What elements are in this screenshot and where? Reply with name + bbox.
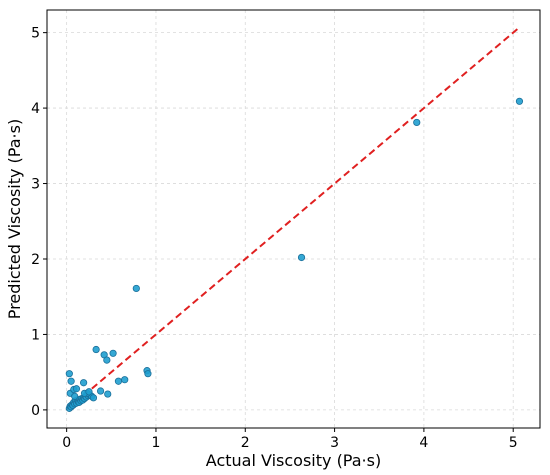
data-point (121, 376, 129, 384)
data-point (132, 284, 140, 293)
y-axis-title: Predicted Viscosity (Pa·s) (5, 119, 24, 319)
data-point (109, 349, 117, 357)
y-tick-label: 2 (31, 252, 40, 268)
data-point (65, 370, 73, 378)
data-point (67, 377, 75, 385)
x-tick-label: 0 (62, 435, 71, 451)
y-tick-label: 0 (31, 403, 40, 419)
x-tick-label: 2 (241, 435, 250, 451)
x-axis-title: Actual Viscosity (Pa·s) (206, 451, 381, 470)
data-points (65, 97, 524, 412)
data-point (89, 394, 98, 402)
data-point (297, 253, 306, 262)
y-tick-label: 1 (31, 327, 40, 343)
x-tick-label: 3 (330, 435, 339, 451)
data-point (144, 370, 152, 378)
plot-frame (46, 9, 541, 429)
y-tick-label: 3 (31, 177, 40, 193)
data-point (80, 379, 88, 387)
data-point (104, 390, 112, 398)
reference-line (66, 26, 521, 411)
data-point (85, 388, 93, 396)
reference-line-layer (66, 26, 521, 411)
x-tick-label: 4 (419, 435, 428, 451)
data-point (103, 356, 111, 364)
data-point (413, 118, 421, 127)
x-tick-label: 1 (151, 435, 160, 451)
y-axis-ticks: 0 1 2 3 4 5 (31, 26, 47, 419)
grid (47, 10, 540, 428)
data-point (92, 345, 100, 354)
y-tick-label: 5 (31, 26, 40, 42)
x-tick-label: 5 (509, 435, 518, 451)
data-point (71, 392, 79, 400)
data-point (96, 387, 105, 395)
x-axis-ticks: 0 1 2 3 4 5 (62, 428, 518, 451)
y-tick-label: 4 (31, 101, 40, 117)
data-point (72, 385, 81, 393)
data-point (114, 377, 123, 385)
data-point (515, 97, 524, 105)
